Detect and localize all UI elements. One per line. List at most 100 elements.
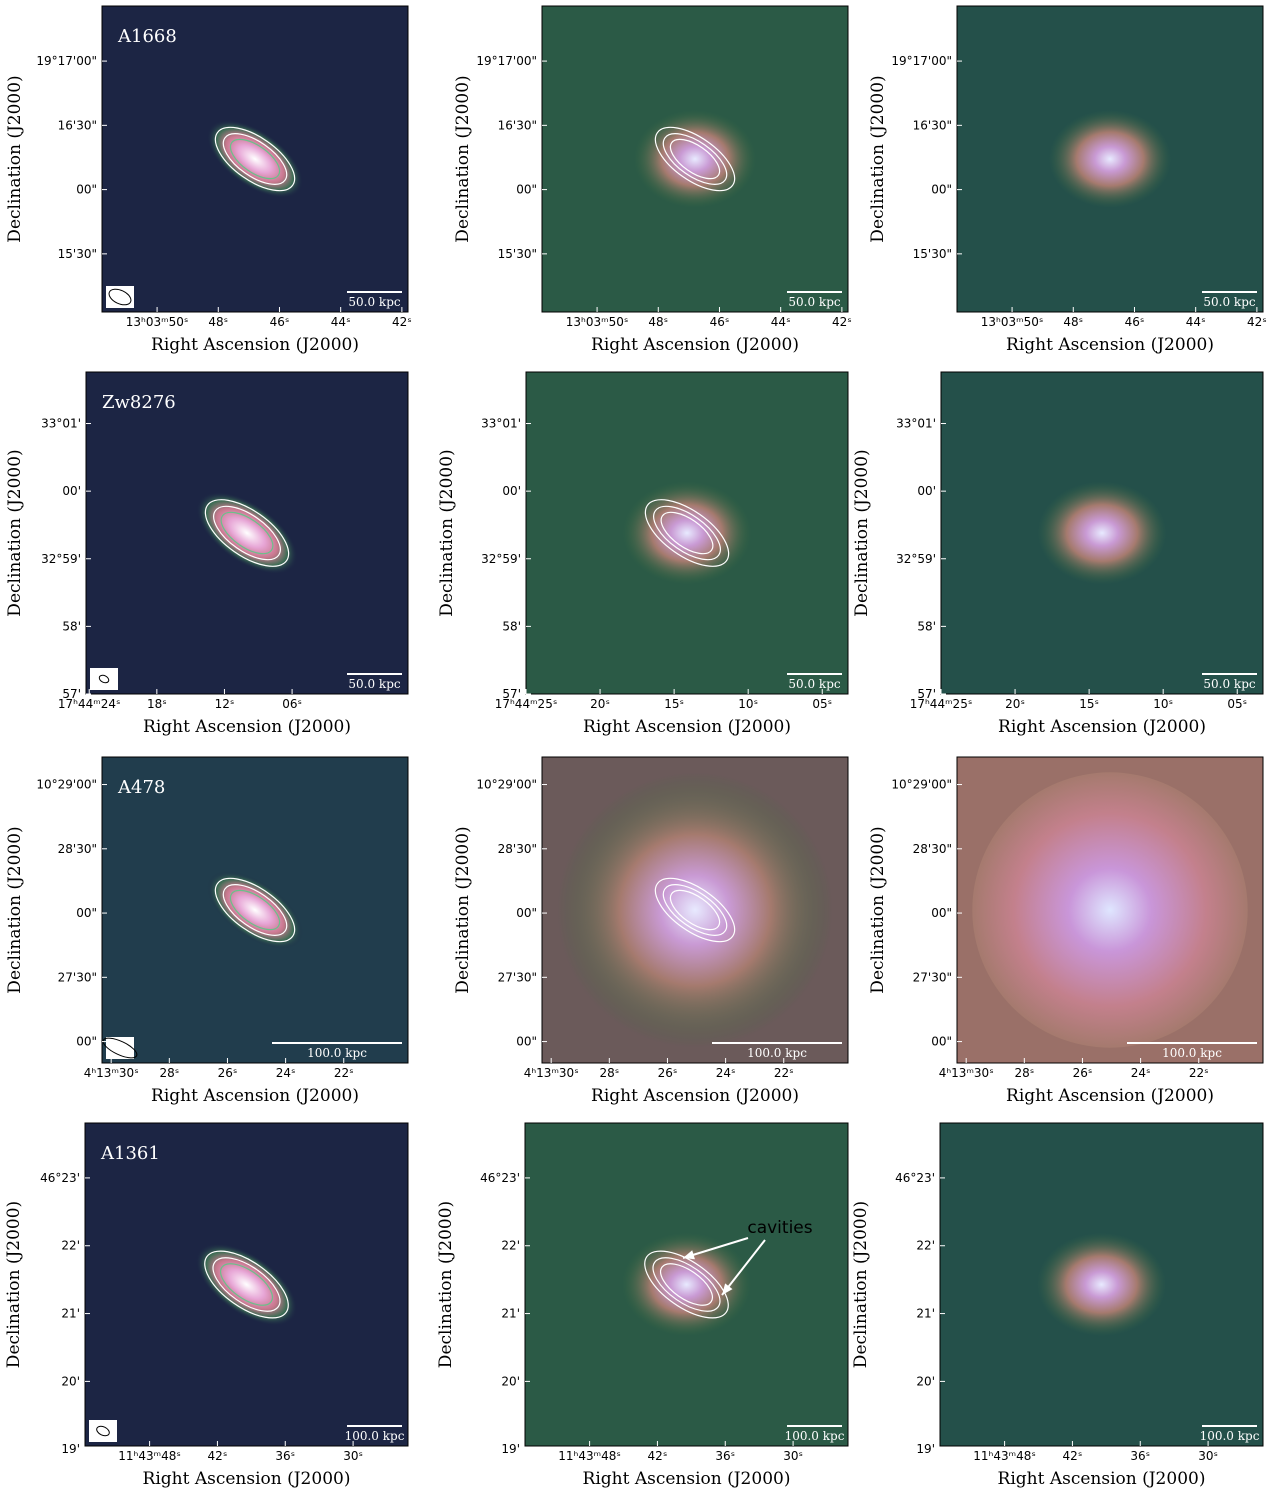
y-tick-label: 32°59'	[41, 552, 81, 566]
x-tick-label: 24ˢ	[716, 1066, 736, 1080]
y-axis-label: Declination (J2000)	[868, 826, 888, 993]
y-tick-label: 57'	[917, 687, 936, 701]
scale-label: 100.0 kpc	[747, 1046, 807, 1060]
radio-emission	[196, 492, 298, 574]
y-tick-label: 46°23'	[895, 1171, 935, 1185]
contour	[662, 884, 728, 936]
arrow	[682, 1237, 749, 1259]
image-frame	[101, 756, 409, 1064]
contour	[214, 126, 296, 192]
beam-box	[106, 286, 134, 308]
y-tick-label: 57'	[502, 687, 521, 701]
scale-label: 50.0 kpc	[348, 677, 400, 691]
x-axis-label: Right Ascension (J2000)	[583, 1469, 791, 1489]
scale-label: 50.0 kpc	[348, 295, 400, 309]
image-frame	[84, 1122, 409, 1447]
x-tick-label: 05ˢ	[1227, 697, 1247, 711]
x-tick-label: 42ˢ	[648, 1449, 668, 1463]
y-axis-label: Declination (J2000)	[437, 449, 457, 616]
x-tick-label: 13ʰ03ᵐ50ˢ	[566, 315, 629, 329]
x-tick-label: 11ʰ43ᵐ48ˢ	[973, 1449, 1036, 1463]
y-tick-label: 27'30"	[913, 970, 952, 984]
y-axis-label: Declination (J2000)	[4, 1201, 24, 1368]
y-tick-label: 58'	[502, 619, 521, 633]
y-tick-label: 32°59'	[481, 552, 521, 566]
y-tick-label: 46°23'	[480, 1171, 520, 1185]
contour	[214, 877, 296, 943]
y-tick-label: 28'30"	[913, 842, 952, 856]
y-tick-label: 19'	[916, 1442, 935, 1456]
arrow-head	[722, 1283, 733, 1295]
contour	[204, 499, 290, 567]
x-tick-label: 30ˢ	[343, 1449, 363, 1463]
xray-emission	[622, 481, 752, 585]
y-axis-label: Declination (J2000)	[436, 1201, 456, 1368]
y-axis-label: Declination (J2000)	[851, 1201, 871, 1368]
cluster-name: A1361	[100, 1143, 160, 1164]
contour	[644, 1250, 729, 1319]
y-tick-label: 10°29'00"	[476, 778, 537, 792]
y-tick-label: 00'	[502, 484, 521, 498]
beam	[98, 674, 110, 684]
y-tick-label: 33°01'	[41, 417, 81, 431]
y-tick-label: 22'	[916, 1239, 935, 1253]
contour	[222, 884, 288, 936]
y-tick-label: 27'30"	[498, 970, 537, 984]
y-tick-label: 00"	[931, 183, 952, 197]
y-tick-label: 32°59'	[896, 552, 936, 566]
x-axis-label: Right Ascension (J2000)	[998, 717, 1206, 737]
xray-emission	[1048, 110, 1172, 208]
x-tick-label: 17ʰ44ᵐ24ˢ	[58, 697, 121, 711]
y-tick-label: 00'	[62, 484, 81, 498]
y-tick-label: 15'30"	[913, 247, 952, 261]
y-tick-label: 33°01'	[896, 417, 936, 431]
x-tick-label: 15ˢ	[664, 697, 684, 711]
image-frame	[541, 756, 849, 1064]
y-tick-label: 19'	[61, 1442, 80, 1456]
x-tick-label: 42ˢ	[392, 315, 412, 329]
image-frame	[940, 371, 1264, 695]
radio-emission	[207, 871, 303, 949]
image-frame	[101, 5, 409, 313]
x-tick-label: 48ˢ	[648, 315, 668, 329]
contour	[220, 511, 274, 555]
y-tick-label: 22'	[501, 1239, 520, 1253]
scale-label: 100.0 kpc	[307, 1046, 367, 1060]
y-tick-label: 28'30"	[58, 842, 97, 856]
x-tick-label: 44ˢ	[771, 315, 791, 329]
x-tick-label: 46ˢ	[1125, 315, 1145, 329]
x-tick-label: 36ˢ	[275, 1449, 295, 1463]
x-tick-label: 42ˢ	[208, 1449, 228, 1463]
y-tick-label: 21'	[501, 1307, 520, 1321]
x-tick-label: 4ʰ13ᵐ30ˢ	[84, 1066, 139, 1080]
y-tick-label: 16'30"	[498, 118, 537, 132]
y-axis-label: Declination (J2000)	[5, 449, 25, 616]
x-axis-label: Right Ascension (J2000)	[998, 1469, 1206, 1489]
x-tick-label: 36ˢ	[1130, 1449, 1150, 1463]
contour	[644, 499, 730, 567]
y-tick-label: 22'	[61, 1239, 80, 1253]
x-tick-label: 46ˢ	[710, 315, 730, 329]
x-tick-label: 26ˢ	[658, 1066, 678, 1080]
x-tick-label: 4ʰ13ᵐ30ˢ	[524, 1066, 579, 1080]
x-tick-label: 42ˢ	[1063, 1449, 1083, 1463]
x-tick-label: 24ˢ	[1131, 1066, 1151, 1080]
x-tick-label: 15ˢ	[1079, 697, 1099, 711]
y-tick-label: 15'30"	[498, 247, 537, 261]
image-frame	[525, 371, 849, 695]
x-tick-label: 36ˢ	[715, 1449, 735, 1463]
x-tick-label: 46ˢ	[270, 315, 290, 329]
y-tick-label: 16'30"	[58, 118, 97, 132]
x-tick-label: 42ˢ	[1247, 315, 1267, 329]
x-tick-label: 17ʰ44ᵐ25ˢ	[910, 697, 973, 711]
y-tick-label: 00"	[516, 906, 537, 920]
scale-label: 50.0 kpc	[788, 295, 840, 309]
y-axis-label: Declination (J2000)	[868, 75, 888, 242]
contour	[652, 1257, 721, 1312]
x-tick-label: 26ˢ	[1073, 1066, 1093, 1080]
image-frame	[541, 5, 849, 313]
y-tick-label: 00"	[76, 906, 97, 920]
beam	[102, 1037, 138, 1059]
contour	[229, 889, 281, 931]
